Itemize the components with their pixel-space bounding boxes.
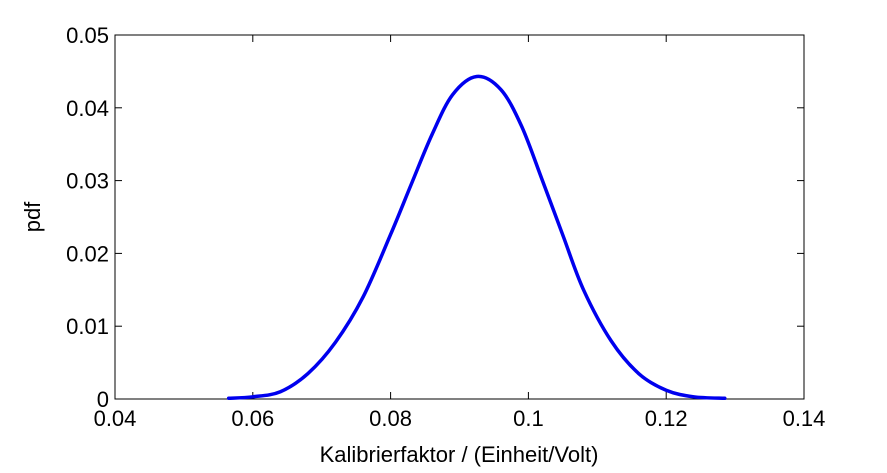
y-tick-label: 0.05	[66, 23, 109, 48]
axis-ticks	[114, 34, 805, 400]
x-axis-label: Kalibrierfaktor / (Einheit/Volt)	[320, 442, 599, 467]
plot-area	[114, 34, 805, 400]
y-tick-label: 0.01	[66, 314, 109, 339]
y-tick-label: 0.04	[66, 96, 109, 121]
pdf-curve	[226, 74, 727, 401]
y-tick-labels: 0 0.01 0.02 0.03 0.04 0.05	[66, 23, 109, 412]
x-tick-label: 0.04	[94, 406, 137, 431]
y-axis-label: pdf	[20, 201, 45, 232]
x-tick-label: 0.1	[513, 406, 544, 431]
y-tick-label: 0.02	[66, 241, 109, 266]
x-tick-label: 0.08	[369, 406, 412, 431]
y-tick-label: 0	[97, 387, 109, 412]
x-tick-labels: 0.04 0.06 0.08 0.1 0.12 0.14	[94, 406, 826, 431]
y-tick-label: 0.03	[66, 169, 109, 194]
x-tick-label: 0.14	[783, 406, 826, 431]
x-tick-label: 0.12	[645, 406, 688, 431]
x-tick-label: 0.06	[231, 406, 274, 431]
